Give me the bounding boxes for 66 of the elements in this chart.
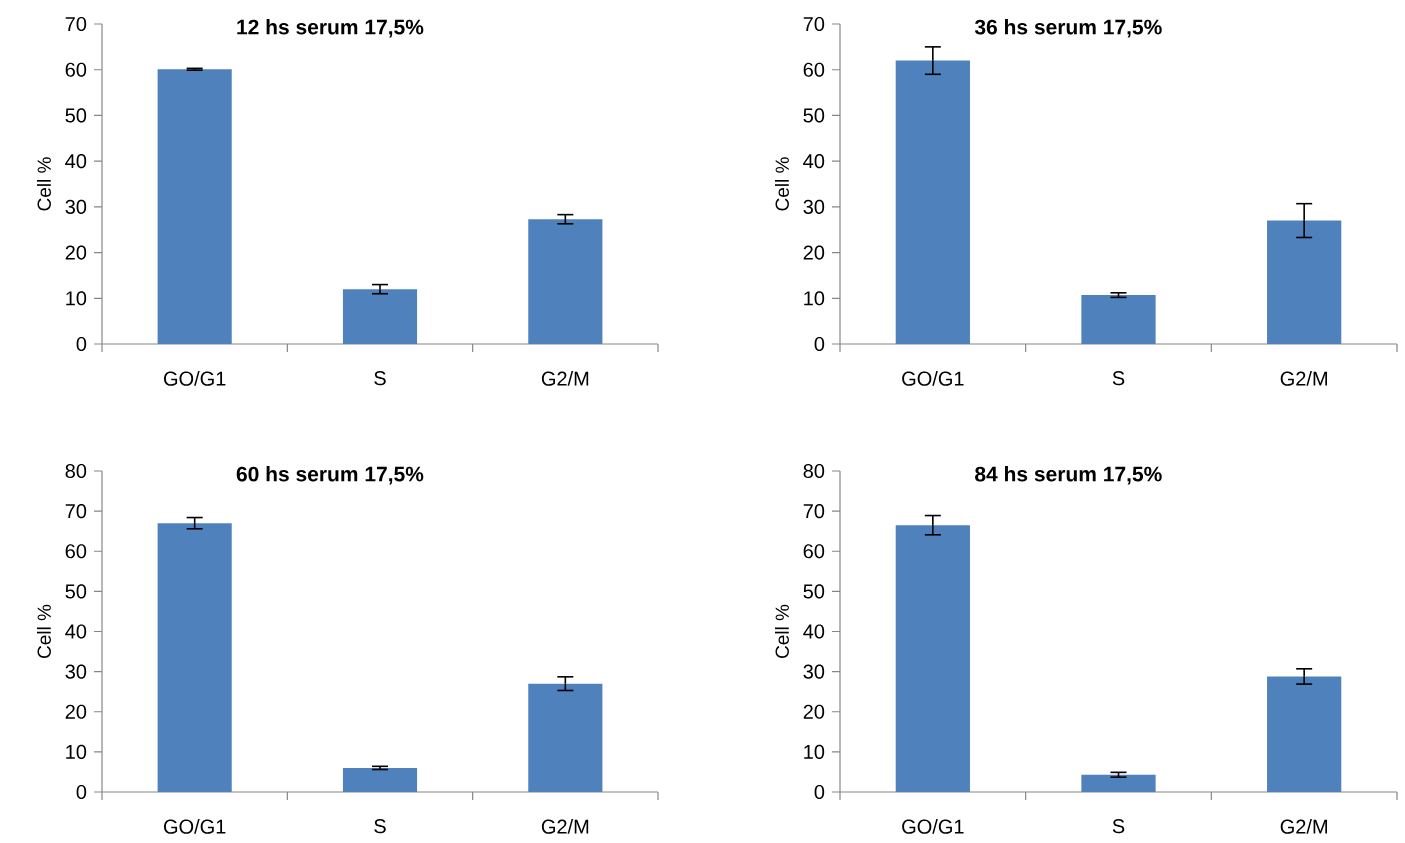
chart-title: 36 hs serum 17,5% [974,19,1162,38]
x-tick-label: G2/M [1280,819,1327,834]
y-tick-label: 50 [803,108,825,123]
y-tick-label: 60 [65,62,87,77]
x-tick-label: GO/G1 [164,819,226,834]
y-tick-label: 0 [76,784,87,800]
y-tick-label: 80 [803,463,825,479]
y-tick-label: 20 [803,245,825,260]
y-tick-label: 70 [803,504,825,519]
y-tick-label: 10 [804,744,825,759]
x-tick-label: G2/M [1280,371,1327,386]
y-tick-label: 60 [803,62,825,77]
y-axis-title: Cell % [775,604,789,658]
bar [1267,676,1342,792]
y-tick-label: 40 [803,624,825,639]
y-tick-label: 40 [803,154,825,169]
y-tick-label: 70 [803,16,825,32]
y-tick-label: 80 [65,463,87,479]
y-tick-label: 60 [803,544,825,559]
y-tick-label: 30 [803,199,825,214]
y-tick-label: 50 [65,584,87,599]
bar [1081,295,1156,344]
chart-title: 60 hs serum 17,5% [236,466,424,485]
y-tick-label: 50 [803,584,825,599]
y-tick-label: 50 [65,108,87,123]
y-tick-label: 70 [65,504,87,519]
x-tick-label: S [1112,819,1125,834]
bar [157,69,232,344]
bar [342,767,418,792]
y-axis-title: Cell % [37,604,51,658]
y-tick-label: 0 [814,336,825,352]
x-tick-label: S [374,371,386,386]
y-tick-label: 30 [65,664,87,679]
bar [342,289,418,344]
y-tick-label: 30 [65,199,87,214]
y-tick-label: 10 [66,291,87,306]
chart-title: 84 hs serum 17,5% [975,466,1162,485]
y-axis-title: Cell % [37,157,51,211]
x-tick-label: G2/M [541,819,589,834]
bar [1081,774,1156,792]
x-tick-label: G2/M [541,371,589,386]
y-tick-label: 10 [804,291,825,306]
x-tick-label: S [1112,371,1125,386]
y-tick-label: 70 [65,16,87,32]
y-tick-label: 20 [65,245,87,260]
y-tick-label: 40 [65,154,87,169]
bar [157,523,232,792]
x-tick-label: GO/G1 [164,371,226,386]
bar [895,60,970,344]
y-tick-label: 20 [803,704,825,719]
bar [1267,220,1342,344]
y-tick-label: 60 [65,544,87,559]
y-tick-label: 40 [65,624,87,639]
y-tick-label: 0 [76,336,87,352]
x-tick-label: GO/G1 [902,819,964,834]
y-tick-label: 10 [66,744,87,759]
x-tick-label: S [374,819,386,834]
bar [528,683,603,792]
y-tick-label: 20 [65,704,87,719]
bar [895,525,970,792]
x-tick-label: GO/G1 [902,371,964,386]
y-axis-title: Cell % [775,157,789,211]
y-tick-label: 30 [803,664,825,679]
y-tick-label: 0 [814,784,825,800]
chart-title: 12 hs serum 17,5% [237,19,424,38]
bar [528,219,603,344]
